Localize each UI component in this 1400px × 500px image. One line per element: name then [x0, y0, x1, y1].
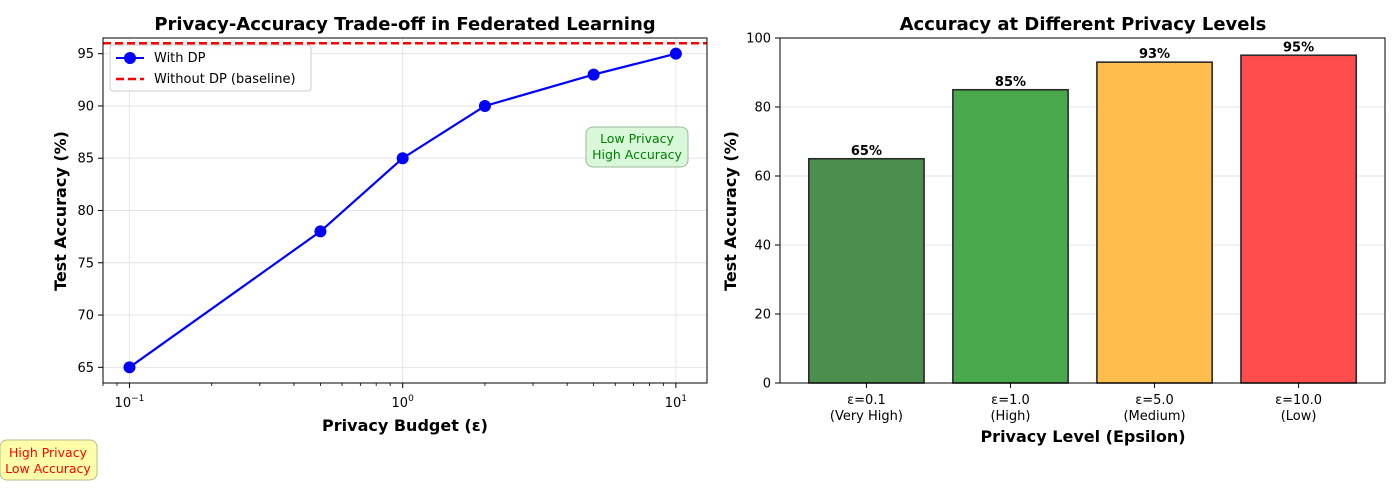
- bar-chart-x-ticks: ε=0.1(Very High) ε=1.0(High) ε=5.0(Medium)…: [830, 383, 1322, 424]
- annotation-low-privacy-line2: High Accuracy: [592, 147, 682, 162]
- x-tick-label: ε=5.0: [1135, 393, 1174, 408]
- bar: [952, 88, 1069, 384]
- x-tick-label: ε=0.1: [847, 393, 886, 408]
- line-chart-x-ticks: 10−1 100 101: [102, 383, 687, 411]
- y-tick-label: 60: [754, 170, 771, 185]
- x-tick-sublabel: (High): [990, 409, 1030, 424]
- y-tick-label: 95: [77, 47, 94, 62]
- bar-chart-axes-frame: [779, 37, 1386, 384]
- legend-baseline-label: Without DP (baseline): [154, 72, 296, 87]
- x-tick-label: 10−1: [115, 394, 145, 411]
- bar: [1096, 61, 1213, 384]
- y-tick-label: 0: [763, 377, 771, 392]
- y-tick-label: 20: [754, 308, 771, 323]
- x-tick-label: 100: [392, 394, 415, 411]
- annotation-low-privacy-line1: Low Privacy: [600, 131, 674, 146]
- line-chart-x-label: Privacy Budget (ε): [322, 416, 488, 435]
- x-tick-sublabel: (Low): [1281, 409, 1317, 424]
- annotation-high-privacy: High Privacy Low Accuracy: [0, 439, 98, 481]
- y-tick-label: 80: [754, 101, 771, 116]
- y-tick-label: 90: [77, 99, 94, 114]
- bar: [1240, 54, 1357, 384]
- series-layer: [123, 47, 682, 374]
- bar: [808, 157, 925, 384]
- line-chart: Privacy-Accuracy Trade-off in Federated …: [0, 14, 708, 481]
- line-chart-title: Privacy-Accuracy Trade-off in Federated …: [154, 14, 655, 35]
- annotation-high-privacy-line1: High Privacy: [9, 445, 88, 460]
- data-point: [478, 99, 491, 112]
- y-tick-label: 65: [77, 361, 94, 376]
- legend-with-dp-marker: [124, 52, 136, 64]
- annotation-high-privacy-box: [0, 439, 98, 481]
- line-chart-y-ticks: 65 70 75 80 85 90 95: [77, 47, 103, 376]
- data-point: [587, 68, 600, 81]
- annotation-low-privacy: Low Privacy High Accuracy: [585, 126, 689, 168]
- data-point: [396, 152, 409, 165]
- y-tick-label: 75: [77, 256, 94, 271]
- data-point: [669, 47, 682, 60]
- legend-frame: [109, 44, 312, 92]
- bar-value-label: 93%: [1139, 47, 1170, 62]
- bar-layer: 65% 85% 93% 95%: [808, 40, 1357, 384]
- legend-with-dp-label: With DP: [154, 51, 206, 66]
- bar-value-label: 85%: [995, 75, 1026, 90]
- bar-value-label: 95%: [1283, 40, 1314, 55]
- bar-value-label: 65%: [851, 144, 882, 159]
- series-line-with-dp: [128, 52, 677, 369]
- y-tick-label: 100: [746, 32, 771, 47]
- line-chart-legend: With DP Without DP (baseline): [109, 44, 312, 92]
- bar-chart-title: Accuracy at Different Privacy Levels: [900, 14, 1267, 35]
- bar-chart-y-label: Test Accuracy (%): [721, 131, 740, 291]
- y-tick-label: 70: [77, 309, 94, 324]
- data-point: [123, 361, 136, 374]
- y-tick-label: 85: [77, 152, 94, 167]
- x-tick-label: ε=1.0: [991, 393, 1030, 408]
- x-tick-sublabel: (Medium): [1123, 409, 1185, 424]
- y-tick-label: 40: [754, 239, 771, 254]
- x-tick-label: ε=10.0: [1275, 393, 1322, 408]
- x-tick-label: 101: [665, 394, 687, 411]
- annotation-low-privacy-box: [585, 126, 689, 168]
- line-chart-axes-frame: [102, 37, 708, 384]
- line-chart-y-label: Test Accuracy (%): [51, 131, 70, 291]
- bar-chart: Accuracy at Different Privacy Levels 0 20…: [721, 14, 1386, 446]
- annotation-high-privacy-line2: Low Accuracy: [5, 461, 91, 476]
- bar-chart-x-label: Privacy Level (Epsilon): [980, 427, 1185, 446]
- x-tick-sublabel: (Very High): [830, 409, 903, 424]
- data-point: [314, 225, 327, 238]
- y-tick-label: 80: [77, 204, 94, 219]
- bar-chart-y-ticks: 0 20 40 60 80 100: [746, 32, 780, 392]
